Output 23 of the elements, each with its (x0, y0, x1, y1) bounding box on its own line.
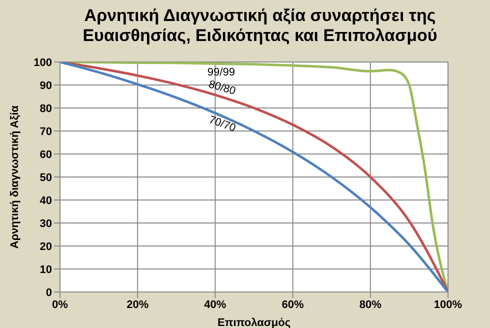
x-tick-label: 60% (282, 298, 304, 311)
y-tick-label: 90 (40, 80, 52, 92)
y-axis-title: Αρνητική διαγνωστική Αξία (8, 105, 21, 249)
x-tick-label: 80% (359, 298, 382, 311)
x-axis-title: Επιπολασμός (217, 317, 291, 328)
series-label: 99/99 (207, 66, 235, 79)
y-tick-label: 60 (40, 148, 52, 161)
text: 70/70 (207, 114, 238, 135)
chart-title: Αρνητική Διαγνωστική αξία συναρτήσει της Ευαισθησίας, Ειδικότητας και Επιπολασμού (82, 6, 438, 46)
y-tick-label: 80 (40, 102, 52, 115)
y-tick-label: 70 (40, 126, 52, 138)
y-tick-label: 50 (40, 172, 52, 184)
x-tick-label: 0% (52, 298, 68, 311)
y-tick-label: 10 (40, 264, 52, 276)
x-tick-label: 40% (204, 298, 226, 311)
y-tick-label: 40 (40, 194, 52, 207)
x-tick-label: 100% (434, 298, 462, 311)
y-tick-label: 100 (34, 56, 52, 69)
y-tick-label: 30 (40, 218, 52, 230)
y-tick-label: 0 (46, 286, 52, 299)
x-tick-label: 20% (126, 298, 149, 311)
y-tick-label: 20 (40, 240, 52, 253)
text: 80/80 (207, 78, 237, 98)
